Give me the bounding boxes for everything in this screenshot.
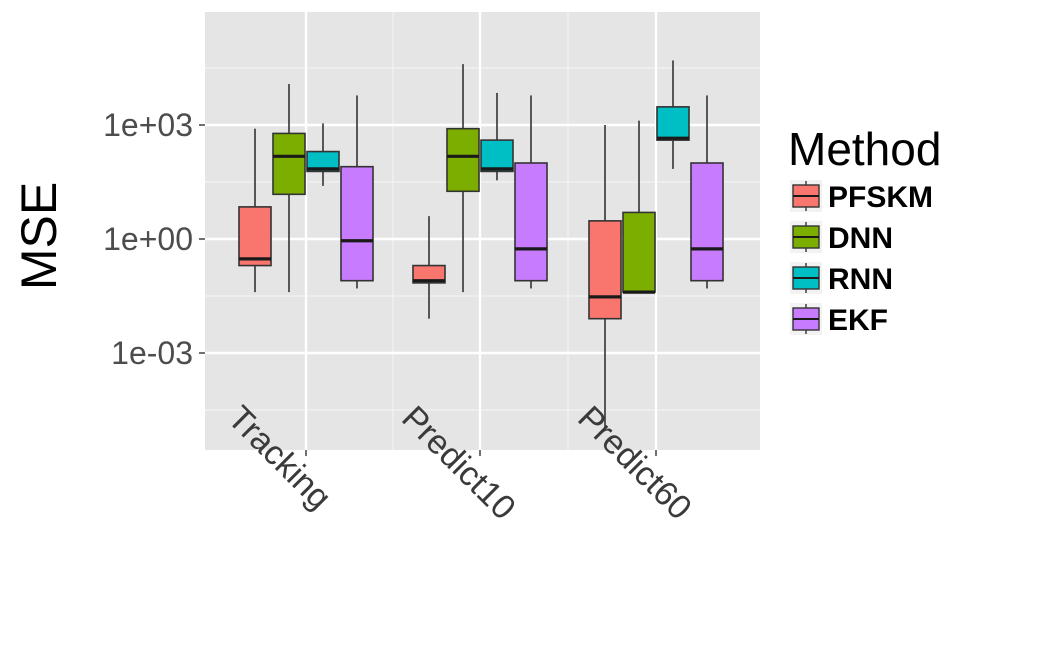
panel-background <box>205 12 760 450</box>
box-pfskm-tracking <box>238 128 272 293</box>
box-body <box>446 127 480 193</box>
y-axis-title: MSE <box>11 182 67 290</box>
legend-item-pfskm: PFSKM <box>790 180 933 214</box>
box-pfskm-predict10 <box>412 216 446 319</box>
box-body <box>480 139 514 173</box>
box-body <box>306 150 340 173</box>
box-body <box>238 206 272 267</box>
box-body <box>622 211 656 293</box>
box-body <box>340 165 374 282</box>
y-tick-label: 1e+00 <box>103 221 193 257</box>
legend: Method PFSKM DNN RNN EKF <box>788 123 941 337</box>
box-body <box>514 162 548 282</box>
box-rnn-predict60 <box>656 60 690 169</box>
box-ekf-tracking <box>340 95 374 289</box>
box-body <box>656 106 690 141</box>
legend-label: PFSKM <box>828 181 933 214</box>
box-body <box>272 132 306 196</box>
box-dnn-tracking <box>272 83 306 293</box>
legend-label: DNN <box>828 222 893 255</box>
box-dnn-predict60 <box>622 120 656 294</box>
box-body <box>412 264 446 284</box>
box-ekf-predict60 <box>690 95 724 289</box>
legend-label: RNN <box>828 263 893 296</box>
legend-item-rnn: RNN <box>790 262 893 296</box>
box-pfskm-predict60 <box>588 125 622 429</box>
legend-title: Method <box>788 123 941 175</box>
legend-item-dnn: DNN <box>790 221 893 255</box>
box-body <box>690 162 724 282</box>
box-dnn-predict10 <box>446 64 480 293</box>
box-rnn-tracking <box>306 123 340 186</box>
box-layer <box>238 60 724 429</box>
legend-label: EKF <box>828 304 888 337</box>
y-tick-label: 1e+03 <box>103 107 193 143</box>
legend-item-ekf: EKF <box>790 303 888 337</box>
box-body <box>588 220 622 320</box>
box-rnn-predict10 <box>480 92 514 181</box>
y-tick-label: 1e-03 <box>111 335 193 371</box>
y-axis: 1e+03 1e+00 1e-03 <box>103 107 205 371</box>
box-ekf-predict10 <box>514 95 548 289</box>
